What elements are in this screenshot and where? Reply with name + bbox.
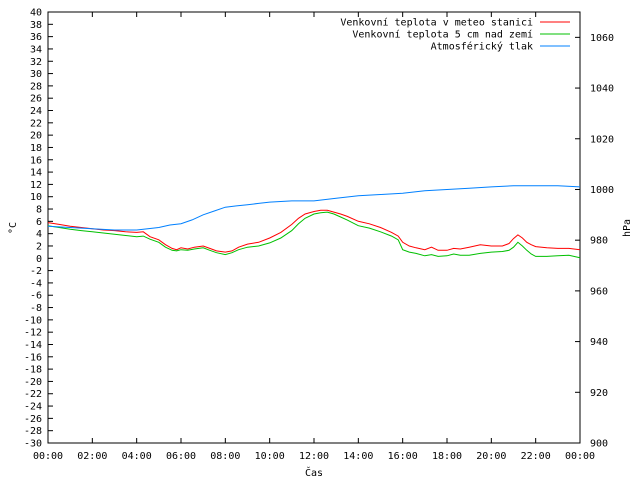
x-tick-label: 12:00 [299,451,329,462]
x-tick-label: 18:00 [432,451,462,462]
series-line-2 [47,211,581,259]
y2-tick-label: 1040 [590,84,614,95]
y-tick-label: 10 [30,192,42,203]
y-tick-label: 24 [30,106,42,117]
x-tick-label: 02:00 [77,451,107,462]
y-tick-label: 22 [30,118,42,129]
y-tick-label: -12 [24,328,42,339]
y-tick-label: -22 [24,389,42,400]
y-tick-label: -4 [30,278,42,289]
y-tick-label: -2 [30,266,42,277]
y-tick-label: -24 [24,402,42,413]
y-tick-label: -6 [30,291,42,302]
x-tick-label: 20:00 [476,451,506,462]
y-tick-label: -28 [24,426,42,437]
y-tick-label: -20 [24,377,42,388]
y2-tick-label: 1020 [590,134,614,145]
y-tick-label: -16 [24,352,42,363]
y-tick-label: 4 [36,229,42,240]
y-tick-label: 14 [30,168,42,179]
legend-label-3: Atmosférický tlak [431,41,533,53]
legend: Venkovní teplota v meteo staniciVenkovní… [340,17,570,53]
y-tick-label: 18 [30,143,42,154]
legend-label-2: Venkovní teplota 5 cm nad zemí [352,29,533,41]
y-tick-label: 32 [30,57,42,68]
y-axis-ticks: 4038363432302826242220181614121086420-2-… [24,8,53,450]
y2-tick-label: 1060 [590,33,614,44]
y2-tick-label: 960 [590,286,608,297]
y-tick-label: 20 [30,131,42,142]
y2-tick-label: 920 [590,388,608,399]
y-tick-label: 0 [36,254,42,265]
y-tick-label: 34 [30,44,42,55]
y2-tick-label: 980 [590,236,608,247]
y-tick-label: 30 [30,69,42,80]
y-tick-label: 6 [36,217,42,228]
plot-area [47,11,581,444]
series-line-3 [47,185,581,231]
y-tick-label: -18 [24,365,42,376]
y2-axis-ticks: 1060 1040 1020 1000 980 960 940 920 900 [575,33,614,450]
x-tick-label: 16:00 [388,451,418,462]
y2-tick-label: 1000 [590,185,614,196]
y-tick-label: -8 [30,303,42,314]
y-tick-label: -10 [24,315,42,326]
y-tick-label: 16 [30,155,42,166]
y2-axis-label: hPa [622,219,633,237]
y2-tick-label: 940 [590,337,608,348]
x-tick-label: 10:00 [255,451,285,462]
x-tick-label: 00:00 [33,451,63,462]
y-tick-label: 36 [30,32,42,43]
x-tick-label: 22:00 [521,451,551,462]
y-tick-label: 2 [36,241,42,252]
y-tick-label: 12 [30,180,42,191]
legend-label-1: Venkovní teplota v meteo stanici [340,17,533,29]
y-tick-label: -14 [24,340,42,351]
y-axis-label: °C [8,222,19,234]
y-tick-label: 40 [30,8,42,19]
x-tick-label: 14:00 [343,451,373,462]
y-tick-label: 38 [30,20,42,31]
y-tick-label: 8 [36,205,42,216]
series-line-1 [47,209,581,253]
y-tick-label: -26 [24,414,42,425]
y2-tick-label: 900 [590,439,608,450]
x-tick-label: 08:00 [210,451,240,462]
x-axis-ticks: 00:00 02:00 04:00 06:00 08:00 10:00 12:00 14:00… [33,12,595,462]
x-tick-label: 00:00 [565,451,595,462]
x-axis-label: Čas [305,466,323,479]
y-tick-label: 26 [30,94,42,105]
y-tick-label: 28 [30,81,42,92]
y-tick-label: -30 [24,439,42,450]
x-tick-label: 06:00 [166,451,196,462]
x-tick-label: 04:00 [122,451,152,462]
series-lines [47,185,581,259]
